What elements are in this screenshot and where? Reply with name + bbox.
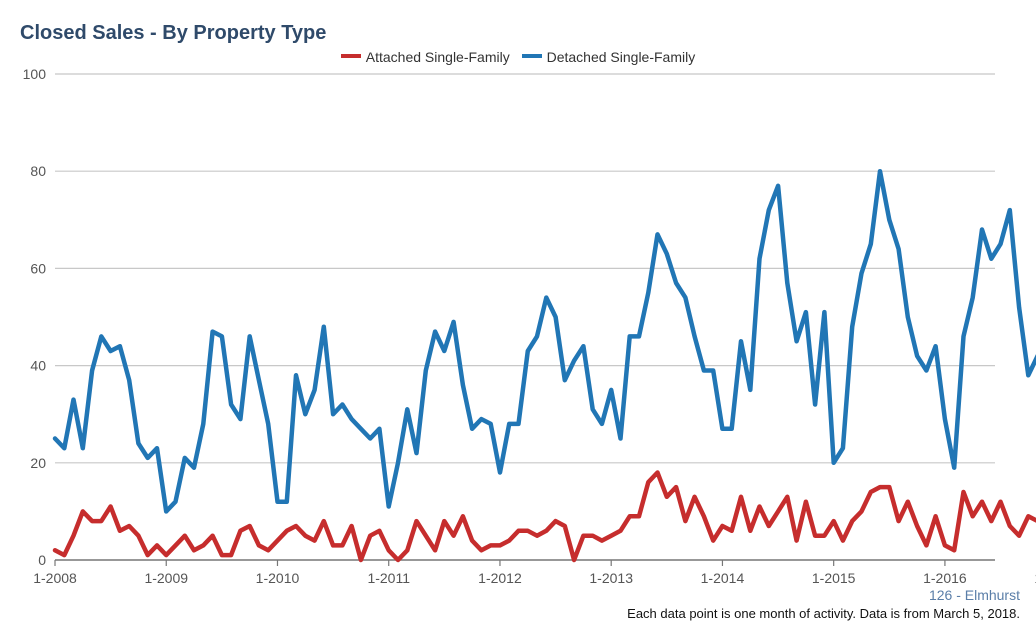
legend-label-detached: Detached Single-Family xyxy=(546,49,696,65)
chart-legend: Attached Single-Family Detached Single-F… xyxy=(0,49,1036,65)
legend-label-attached: Attached Single-Family xyxy=(365,49,510,65)
y-tick-label: 0 xyxy=(38,552,46,568)
legend-swatch-attached xyxy=(340,54,361,59)
footnote: Each data point is one month of activity… xyxy=(627,606,1020,621)
x-tick-label: 1-2008 xyxy=(33,570,77,586)
series-line-detached[interactable] xyxy=(52,152,1036,514)
y-tick-label: 60 xyxy=(30,260,46,276)
region-label: 126 - Elmhurst xyxy=(928,587,1020,603)
x-tick-label: 1-2017 xyxy=(1034,570,1036,586)
legend-item-detached[interactable]: Detached Single-Family xyxy=(521,49,696,65)
legend-item-attached[interactable]: Attached Single-Family xyxy=(340,49,510,65)
legend-swatch-detached xyxy=(521,54,542,59)
grid-lines xyxy=(55,73,995,464)
y-axis-ticks: 0 20 40 60 80 100 xyxy=(23,66,47,568)
y-tick-label: 20 xyxy=(30,455,46,471)
y-tick-label: 80 xyxy=(30,163,46,179)
x-axis: 1-2008 1-2009 1-2010 1-2011 1-2012 1-2013 1-20… xyxy=(33,559,1036,586)
series-line-attached[interactable] xyxy=(52,470,1036,563)
series-lines xyxy=(52,152,1036,563)
x-tick-label: 1-2016 xyxy=(923,570,967,586)
x-tick-label: 1-2009 xyxy=(144,570,188,586)
y-tick-label: 100 xyxy=(23,66,47,82)
x-tick-label: 1-2011 xyxy=(367,570,410,586)
y-tick-label: 40 xyxy=(30,358,46,374)
x-tick-label: 1-2015 xyxy=(812,570,856,586)
x-tick-label: 1-2014 xyxy=(701,570,745,586)
chart-title: Closed Sales - By Property Type xyxy=(20,22,327,44)
x-tick-label: 1-2013 xyxy=(589,570,633,586)
x-tick-label: 1-2012 xyxy=(478,570,522,586)
x-tick-label: 1-2010 xyxy=(256,570,300,586)
